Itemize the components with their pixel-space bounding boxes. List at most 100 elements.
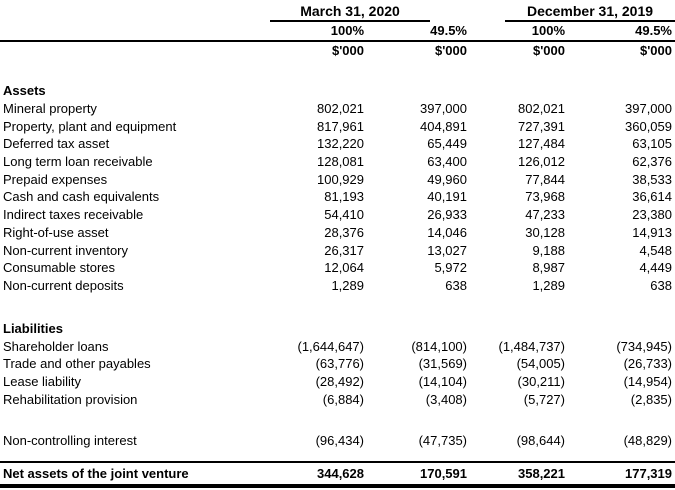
cell-value: 4,548 xyxy=(639,242,672,258)
spacer xyxy=(0,450,675,461)
row-label: Long term loan receivable xyxy=(3,154,153,170)
cell-value: 638 xyxy=(445,277,467,293)
total-cell-value: 170,591 xyxy=(420,466,467,481)
cell-value: 128,081 xyxy=(317,154,364,170)
cell-value: (2,835) xyxy=(630,391,672,407)
unit-header-cell: $'000 xyxy=(331,43,364,58)
table-row: Right-of-use asset 28,376 14,046 30,128 14,9… xyxy=(0,224,675,242)
cell-value: (30,211) xyxy=(517,373,565,389)
section-assets: Assets Mineral property 802,021 397,000 802… xyxy=(0,82,675,295)
unit-header-cell: $'000 xyxy=(532,43,565,58)
net-assets-total-row: Net assets of the joint venture 344,628 … xyxy=(0,463,675,484)
total-cell-value: 344,628 xyxy=(317,466,364,481)
row-label: Mineral property xyxy=(3,101,97,116)
row-label: Shareholder loans xyxy=(3,338,109,354)
percent-header-cell: 49.5% xyxy=(430,23,467,38)
row-label: Consumable stores xyxy=(3,260,115,276)
cell-value: 38,533 xyxy=(632,171,672,187)
row-label: Rehabilitation provision xyxy=(3,391,138,407)
cell-value: (63,776) xyxy=(315,356,364,372)
row-label: Right-of-use asset xyxy=(3,224,109,240)
column-group-march: March 31, 2020 xyxy=(270,3,430,22)
table-row: Deferred tax asset 132,220 65,449 127,484 63… xyxy=(0,135,675,153)
cell-value: (5,727) xyxy=(523,391,565,407)
cell-value: 14,046 xyxy=(427,224,467,240)
section-rows: Shareholder loans (1,644,647) (814,100) (1,… xyxy=(0,338,675,409)
unit-header-row: $'000 $'000 $'000 $'000 xyxy=(0,42,675,59)
cell-value: 81,193 xyxy=(324,189,364,205)
cell-value: 1,289 xyxy=(532,277,565,293)
table-row: Indirect taxes receivable 54,410 26,933 47,… xyxy=(0,206,675,224)
cell-value: 14,913 xyxy=(632,224,672,240)
cell-value: (814,100) xyxy=(411,338,467,354)
cell-value: 404,891 xyxy=(420,118,467,134)
cell-value: (98,644) xyxy=(516,433,565,449)
spacer xyxy=(0,408,675,432)
cell-value: 1,289 xyxy=(331,277,364,293)
empty-corner-cell xyxy=(0,22,270,40)
cell-value: 397,000 xyxy=(625,101,672,116)
section-liabilities: Liabilities Shareholder loans (1,644,647)… xyxy=(0,320,675,409)
cell-value: (1,644,647) xyxy=(297,338,365,354)
section-rows: Mineral property 802,021 397,000 802,021 397… xyxy=(0,100,675,295)
row-label: Non-current inventory xyxy=(3,242,128,258)
cell-value: 9,188 xyxy=(532,242,565,258)
total-cell-value: 177,319 xyxy=(625,466,672,481)
cell-value: (96,434) xyxy=(315,433,364,449)
cell-value: 12,064 xyxy=(324,260,364,276)
cell-value: (6,884) xyxy=(322,391,364,407)
cell-value: 638 xyxy=(650,277,672,293)
cell-value: 4,449 xyxy=(639,260,672,276)
cell-value: (48,829) xyxy=(623,433,672,449)
total-cell-value: 358,221 xyxy=(518,466,565,481)
cell-value: 77,844 xyxy=(525,171,565,187)
cell-value: 26,933 xyxy=(427,207,467,223)
cell-value: 127,484 xyxy=(518,136,565,152)
cell-value: (54,005) xyxy=(516,356,565,372)
cell-value: 62,376 xyxy=(632,154,672,170)
cell-value: 49,960 xyxy=(427,171,467,187)
section-heading: Liabilities xyxy=(3,320,63,336)
cell-value: (14,104) xyxy=(418,373,467,389)
table-row: Rehabilitation provision (6,884) (3,408) (5… xyxy=(0,391,675,409)
cell-value: 30,128 xyxy=(525,224,565,240)
cell-value: 73,968 xyxy=(525,189,565,205)
cell-value: 36,614 xyxy=(632,189,672,205)
total-top-rule xyxy=(0,461,675,463)
row-label: Lease liability xyxy=(3,373,82,389)
table-row: Property, plant and equipment 817,961 404,… xyxy=(0,118,675,136)
cell-value: (734,945) xyxy=(616,338,672,354)
noncontrolling-interest-row: Non-controlling interest (96,434) (47,73… xyxy=(0,432,675,450)
row-label: Property, plant and equipment xyxy=(3,118,177,134)
cell-value: 23,380 xyxy=(632,207,672,223)
cell-value: (14,954) xyxy=(623,373,672,389)
cell-value: 727,391 xyxy=(518,118,565,134)
total-bottom-rule xyxy=(0,484,675,488)
cell-value: 28,376 xyxy=(324,224,364,240)
table-row: Shareholder loans (1,644,647) (814,100) (1,… xyxy=(0,338,675,356)
row-label: Deferred tax asset xyxy=(3,136,110,152)
unit-header-cell: $'000 xyxy=(639,43,672,58)
cell-value: (3,408) xyxy=(425,391,467,407)
cell-value: 47,233 xyxy=(525,207,565,223)
table-row: Lease liability (28,492) (14,104) (30,211) (… xyxy=(0,373,675,391)
spacer xyxy=(0,59,675,82)
cell-value: 802,021 xyxy=(518,101,565,116)
cell-value: (26,733) xyxy=(623,356,672,372)
total-row-label: Net assets of the joint venture xyxy=(3,466,189,481)
row-label: Cash and cash equivalents xyxy=(3,189,160,205)
cell-value: 26,317 xyxy=(324,242,364,258)
cell-value: 100,929 xyxy=(317,171,364,187)
cell-value: 802,021 xyxy=(317,101,364,116)
unit-header-cell: $'000 xyxy=(434,43,467,58)
cell-value: (47,735) xyxy=(418,433,467,449)
percent-header-cell: 100% xyxy=(531,23,565,38)
cell-value: 360,059 xyxy=(625,118,672,134)
table-row: Prepaid expenses 100,929 49,960 77,844 38,53… xyxy=(0,171,675,189)
cell-value: 54,410 xyxy=(324,207,364,223)
section-heading: Assets xyxy=(3,83,46,98)
row-label: Non-current deposits xyxy=(3,277,124,293)
cell-value: 8,987 xyxy=(532,260,565,276)
percent-header-cell: 100% xyxy=(330,23,364,38)
period-header-band: March 31, 2020 December 31, 2019 xyxy=(0,0,675,22)
